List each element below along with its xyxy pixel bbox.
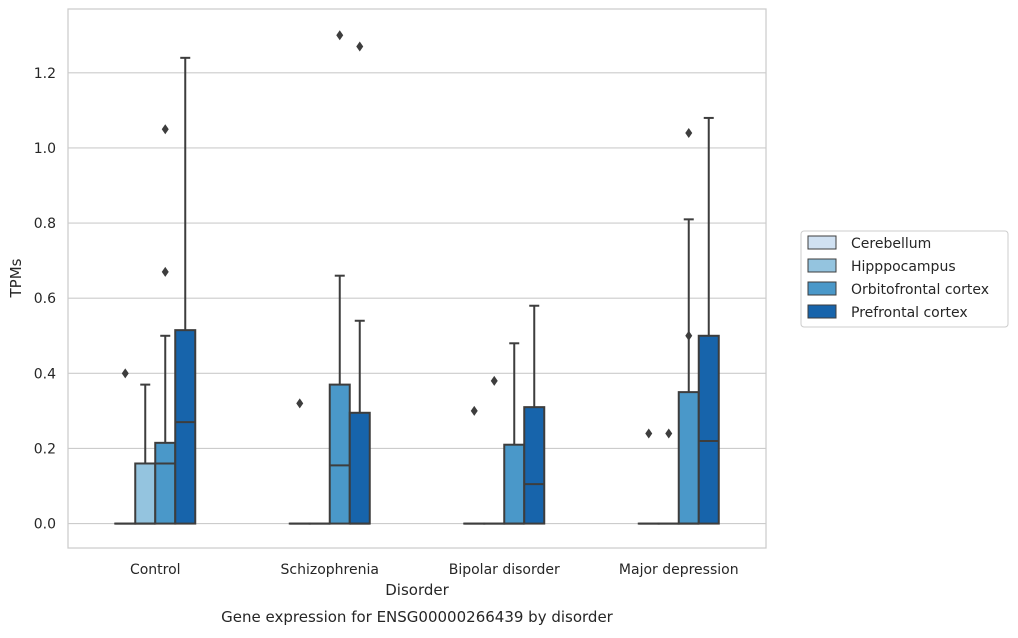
box-body: [330, 385, 350, 524]
y-tick-label: 0.4: [34, 366, 56, 382]
outlier-point: [685, 128, 692, 138]
x-tick-labels: Control Schizophrenia Bipolar disorder Majo…: [130, 562, 739, 578]
legend-label: Orbitofrontal cortex: [851, 282, 989, 298]
outlier-point: [356, 42, 363, 52]
box-plot: [484, 376, 504, 524]
series-group: [135, 376, 679, 524]
box-plot: [175, 58, 195, 524]
outlier-point: [336, 30, 343, 40]
box-plot: [135, 385, 155, 524]
y-tick-label: 0.2: [34, 441, 56, 457]
outlier-point: [162, 267, 169, 277]
box-body: [350, 413, 370, 524]
box-body: [524, 407, 544, 523]
y-tick-label: 1.0: [34, 141, 56, 157]
outlier-point: [162, 124, 169, 134]
outlier-point: [685, 331, 692, 341]
box-body: [679, 392, 699, 523]
legend-swatch: [808, 259, 836, 272]
legend-swatch: [808, 236, 836, 249]
y-tick-label: 0.6: [34, 291, 56, 307]
box-plot: [524, 306, 544, 524]
y-tick-label: 1.2: [34, 66, 56, 82]
box-plot: [115, 368, 135, 523]
outlier-point: [491, 376, 498, 386]
legend-label: Prefrontal cortex: [851, 305, 968, 321]
box-plot: [639, 428, 659, 523]
outlier-point: [471, 406, 478, 416]
x-axis-label: Disorder: [385, 581, 449, 599]
box-plot: [155, 124, 175, 523]
chart-caption: Gene expression for ENSG00000266439 by d…: [221, 608, 614, 626]
outlier-point: [122, 368, 129, 378]
legend-label: Hipppocampus: [851, 259, 956, 275]
y-tick-label: 0.0: [34, 517, 56, 533]
box-body: [155, 443, 175, 524]
x-tick-label: Bipolar disorder: [449, 562, 560, 578]
y-tick-label: 0.8: [34, 216, 56, 232]
legend-swatch: [808, 305, 836, 318]
legend: Cerebellum Hipppocampus Orbitofrontal cort…: [801, 231, 1008, 327]
box-plot: [350, 42, 370, 524]
x-tick-label: Major depression: [619, 562, 739, 578]
legend-swatch: [808, 282, 836, 295]
legend-label: Cerebellum: [851, 236, 931, 252]
box-body: [135, 463, 155, 523]
outlier-point: [645, 428, 652, 438]
box-body: [175, 330, 195, 523]
series-group: [115, 368, 659, 523]
box-plot: [464, 406, 484, 524]
box-plot: [679, 128, 699, 524]
box-plot: [504, 343, 524, 523]
x-tick-label: Schizophrenia: [281, 562, 379, 578]
box-body: [699, 336, 719, 524]
box-body: [504, 445, 524, 524]
series-group: [175, 42, 719, 524]
outlier-point: [296, 398, 303, 408]
y-tick-labels: 0.0 0.2 0.4 0.6 0.8 1.0 1.2: [34, 66, 56, 533]
y-axis-label: TPMs: [7, 258, 25, 298]
box-plot: [659, 428, 679, 523]
box-plot: [290, 398, 310, 523]
box-plot: [330, 30, 350, 523]
x-tick-label: Control: [130, 562, 181, 578]
series-group: [155, 30, 699, 523]
box-layer: [115, 30, 719, 523]
box-plot: [699, 118, 719, 524]
outlier-point: [665, 428, 672, 438]
